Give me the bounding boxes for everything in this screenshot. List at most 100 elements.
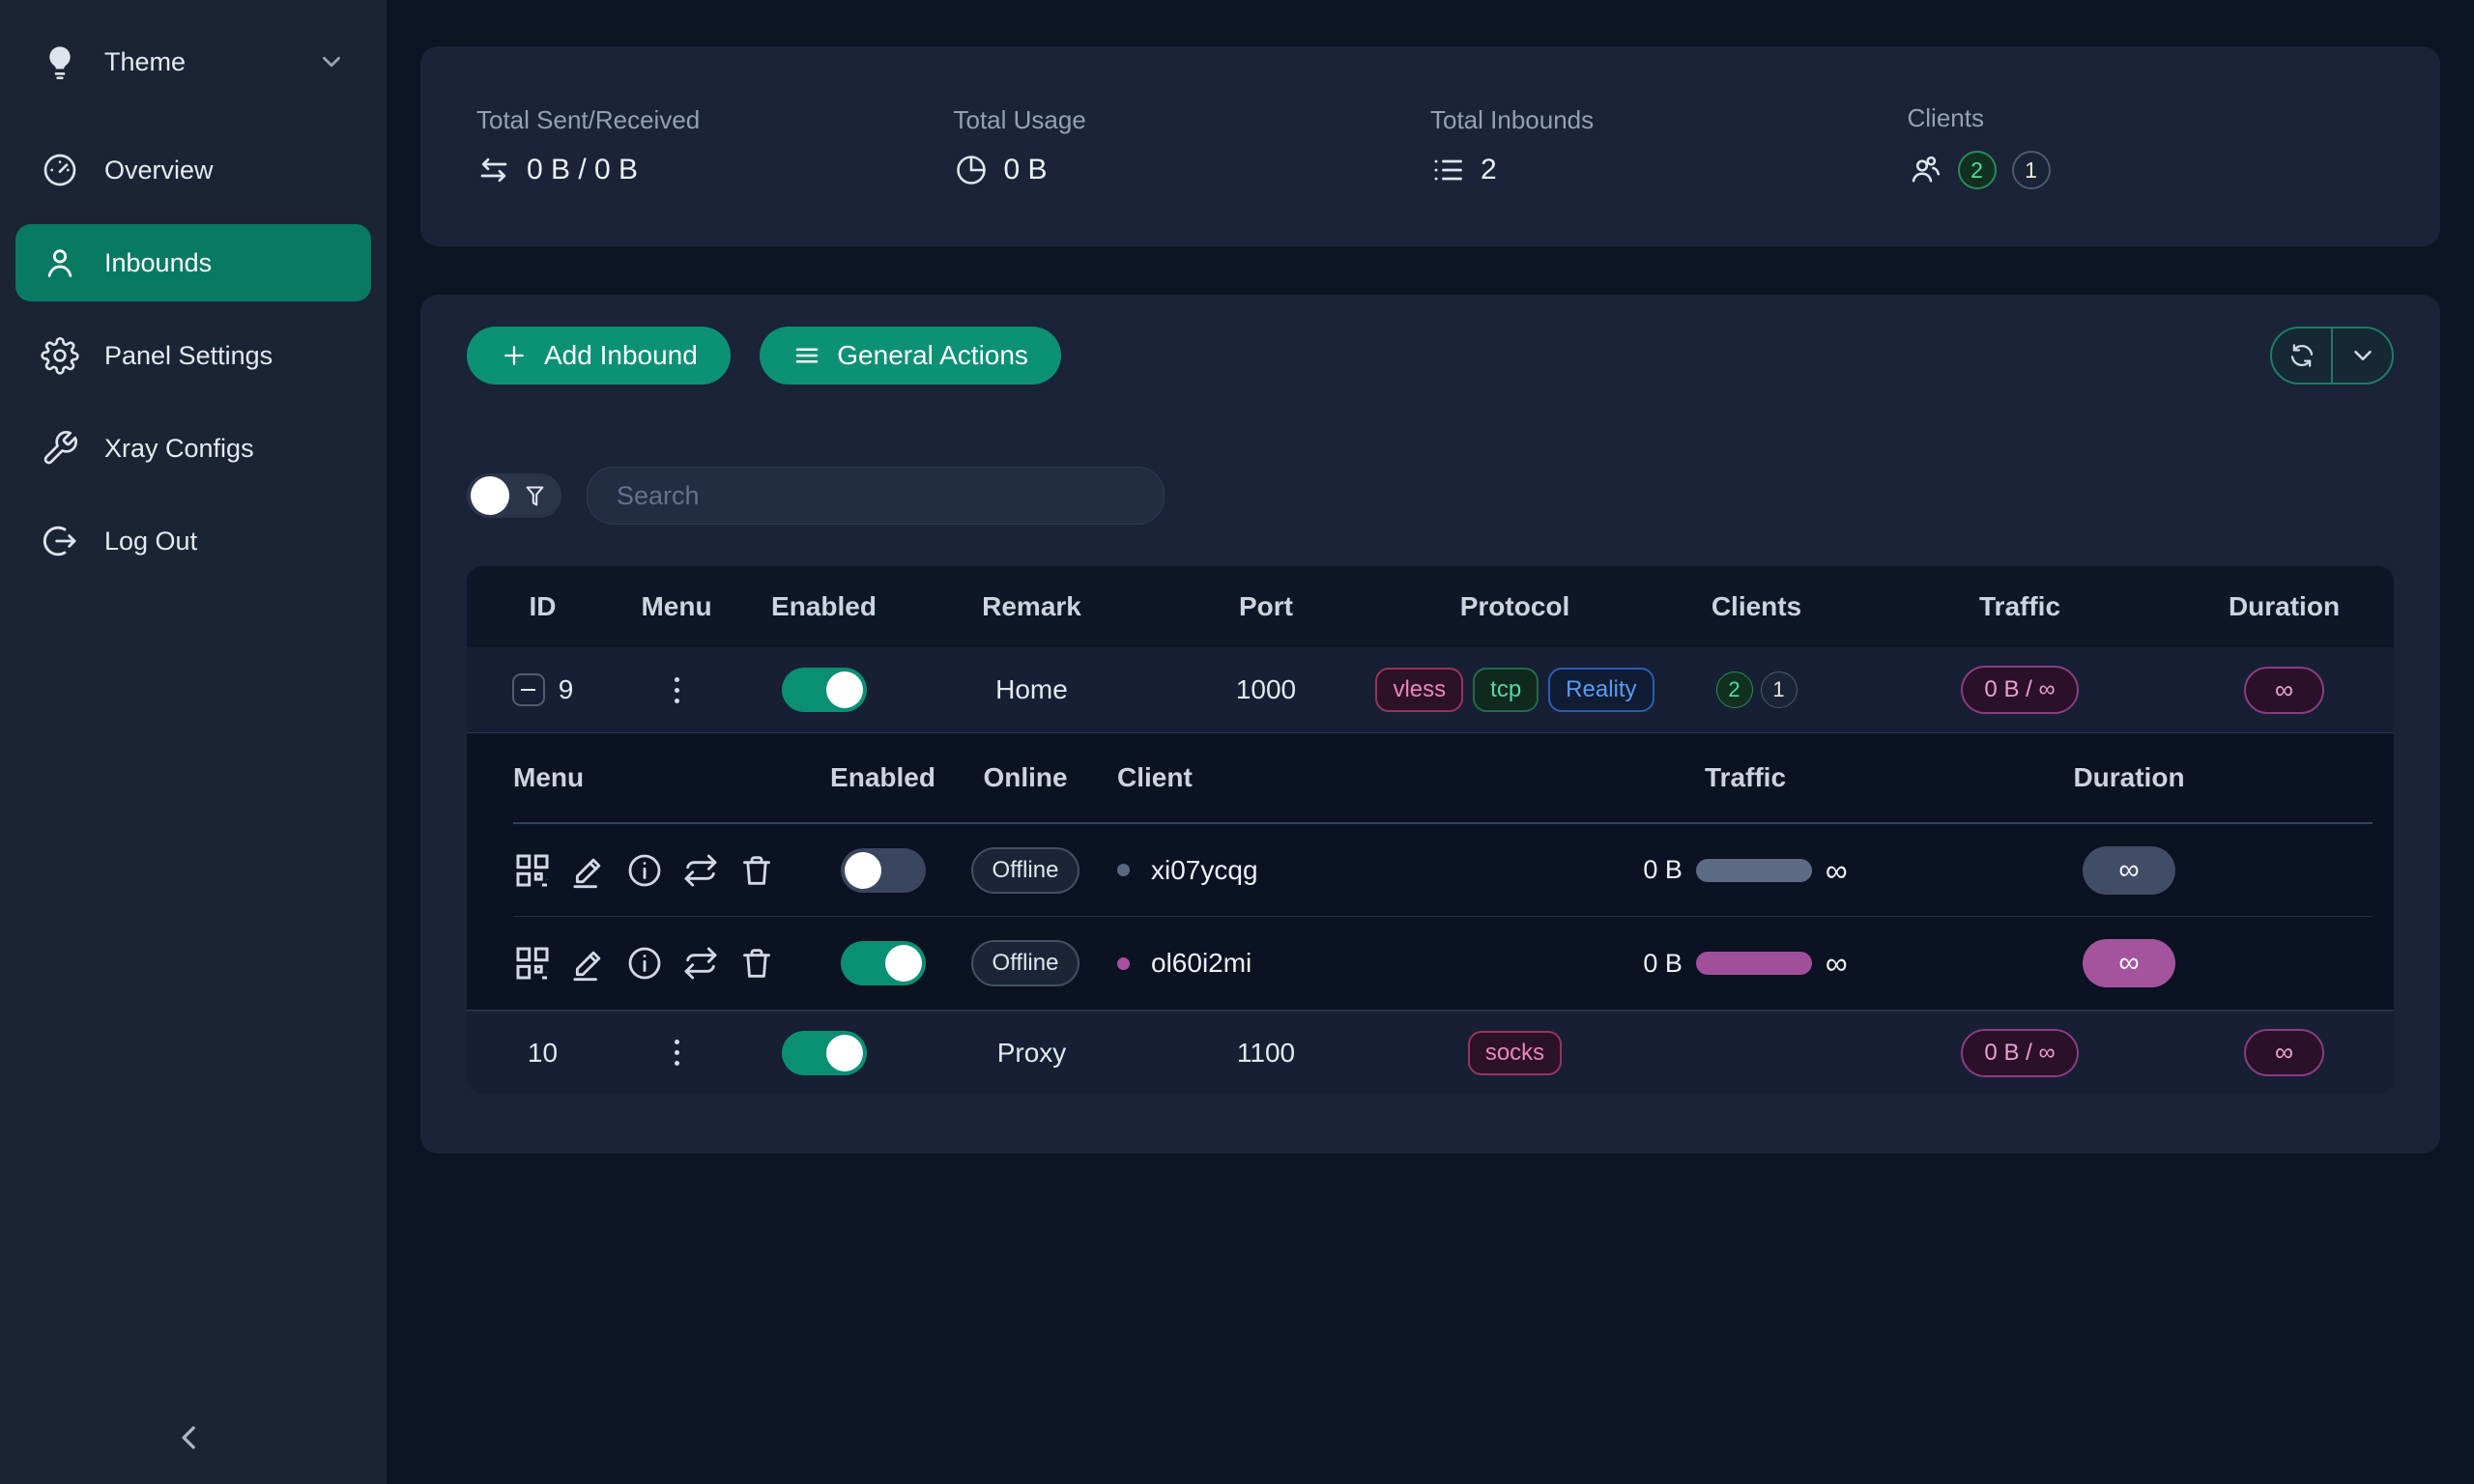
delete-client-button[interactable] <box>737 943 778 984</box>
client-traffic: 0 B ∞ <box>1643 855 1847 886</box>
inbound-remark: Home <box>995 674 1068 704</box>
col-traffic: Traffic <box>1978 591 2061 621</box>
refresh-interval-dropdown[interactable] <box>2331 328 2392 383</box>
col-menu: Menu <box>641 591 712 621</box>
table-row-inbound-9: 9 Home 1000 vless tcp Reality 2 1 0 B / … <box>467 647 2394 732</box>
client-enabled-toggle[interactable] <box>840 847 926 893</box>
collapse-row-button[interactable] <box>511 673 545 706</box>
stat-clients: Clients 2 1 <box>1908 103 2385 189</box>
col-traffic: Traffic <box>1704 762 1787 792</box>
traffic-limit: ∞ <box>1825 946 1848 981</box>
reset-traffic-button[interactable] <box>681 850 722 891</box>
qr-code-icon <box>513 944 554 983</box>
sidebar-item-xray-configs[interactable]: Xray Configs <box>15 410 371 487</box>
traffic-progress-bar <box>1695 952 1812 975</box>
reset-traffic-icon <box>681 944 722 983</box>
table-header: ID Menu Enabled Remark Port Protocol Cli… <box>467 566 2394 647</box>
clients-total-badge: 1 <box>2011 151 2051 189</box>
stat-label: Total Usage <box>953 105 1086 134</box>
toggle-knob <box>825 671 863 708</box>
edit-client-button[interactable] <box>569 850 610 891</box>
stats-card: Total Sent/Received 0 B / 0 B Total Usag… <box>420 46 2440 246</box>
row-menu-button[interactable] <box>667 1032 687 1073</box>
client-status-dot <box>1117 864 1130 876</box>
toggle-knob <box>471 476 509 515</box>
add-inbound-label: Add Inbound <box>544 340 698 370</box>
qr-code-icon <box>513 851 554 890</box>
users-icon <box>1908 153 1942 187</box>
traffic-badge: 0 B / ∞ <box>1961 666 2079 714</box>
actions-row: Add Inbound General Actions <box>467 327 2394 385</box>
wrench-icon <box>41 429 79 468</box>
hamburger-icon <box>792 341 821 370</box>
sidebar-item-log-out[interactable]: Log Out <box>15 502 371 580</box>
client-info-button[interactable] <box>625 943 666 984</box>
row-menu-button[interactable] <box>667 670 687 711</box>
inbound-enabled-toggle[interactable] <box>781 1030 867 1075</box>
clients-online-badge: 2 <box>1715 671 1753 708</box>
clients-total-badge: 1 <box>1760 671 1798 708</box>
logout-icon <box>41 522 79 560</box>
qr-code-button[interactable] <box>513 850 554 891</box>
client-row-xi07ycqg: Offline xi07ycqg 0 B ∞ ∞ <box>513 824 2373 917</box>
duration-badge: ∞ <box>2243 1029 2325 1076</box>
bulb-icon <box>41 43 79 81</box>
collapse-sidebar-button[interactable] <box>170 1414 216 1461</box>
client-duration-badge: ∞ <box>2083 939 2175 987</box>
add-inbound-button[interactable]: Add Inbound <box>467 327 731 385</box>
stat-value: 0 B / 0 B <box>527 154 639 186</box>
client-duration-badge: ∞ <box>2083 845 2175 895</box>
edit-client-button[interactable] <box>569 943 610 984</box>
client-enabled-toggle[interactable] <box>840 941 926 985</box>
sidebar: Theme Overview Inbounds Panel Settings <box>0 0 387 1484</box>
delete-client-button[interactable] <box>737 850 778 891</box>
clients-badges: 2 1 <box>1715 671 1798 708</box>
col-duration: Duration <box>2073 762 2185 792</box>
sidebar-item-label: Log Out <box>104 526 198 556</box>
filter-icon <box>522 483 548 509</box>
info-icon <box>625 851 666 890</box>
search-input[interactable] <box>587 467 1165 525</box>
qr-code-button[interactable] <box>513 943 554 984</box>
sidebar-item-label: Panel Settings <box>104 340 273 370</box>
col-id: ID <box>529 591 557 621</box>
transfer-icon <box>476 153 511 187</box>
col-remark: Remark <box>982 591 1081 621</box>
general-actions-button[interactable]: General Actions <box>760 327 1061 385</box>
refresh-button[interactable] <box>2272 328 2331 383</box>
chevron-left-icon <box>170 1418 216 1457</box>
client-row-ol60i2mi: Offline ol60i2mi 0 B ∞ ∞ <box>513 917 2373 1010</box>
col-enabled: Enabled <box>830 762 935 792</box>
client-name: xi07ycqg <box>1151 854 1258 885</box>
sidebar-item-overview[interactable]: Overview <box>15 131 371 209</box>
inbound-remark: Proxy <box>996 1037 1067 1068</box>
online-status-badge: Offline <box>970 940 1080 986</box>
table-row-inbound-10: 10 Proxy 1100 socks 0 B / ∞ ∞ <box>467 1011 2394 1094</box>
gear-icon <box>41 336 79 375</box>
protocol-tag: socks <box>1467 1030 1563 1075</box>
online-status-badge: Offline <box>970 846 1080 894</box>
client-name-cell: xi07ycqg <box>1117 855 1258 886</box>
plus-icon <box>500 341 529 370</box>
theme-selector[interactable]: Theme <box>15 23 371 100</box>
client-name-cell: ol60i2mi <box>1117 948 1251 979</box>
client-name: ol60i2mi <box>1151 948 1252 978</box>
sidebar-item-inbounds[interactable]: Inbounds <box>15 224 371 301</box>
chevron-down-icon <box>317 47 346 76</box>
col-duration: Duration <box>2228 591 2341 621</box>
col-clients: Clients <box>1711 591 1802 621</box>
general-actions-label: General Actions <box>837 340 1028 370</box>
reset-traffic-icon <box>681 851 722 890</box>
client-menu <box>513 850 778 891</box>
traffic-limit: ∞ <box>1825 852 1848 888</box>
filter-toggle[interactable] <box>467 473 561 518</box>
client-info-button[interactable] <box>625 850 666 891</box>
client-traffic: 0 B ∞ <box>1643 948 1847 979</box>
toggle-knob <box>825 1034 863 1071</box>
reset-traffic-button[interactable] <box>681 943 722 984</box>
inbound-enabled-toggle[interactable] <box>781 668 867 712</box>
stat-total-sent-received: Total Sent/Received 0 B / 0 B <box>476 105 954 187</box>
sidebar-item-panel-settings[interactable]: Panel Settings <box>15 317 371 394</box>
traffic-progress-bar <box>1695 858 1812 882</box>
minus-icon <box>521 688 536 692</box>
